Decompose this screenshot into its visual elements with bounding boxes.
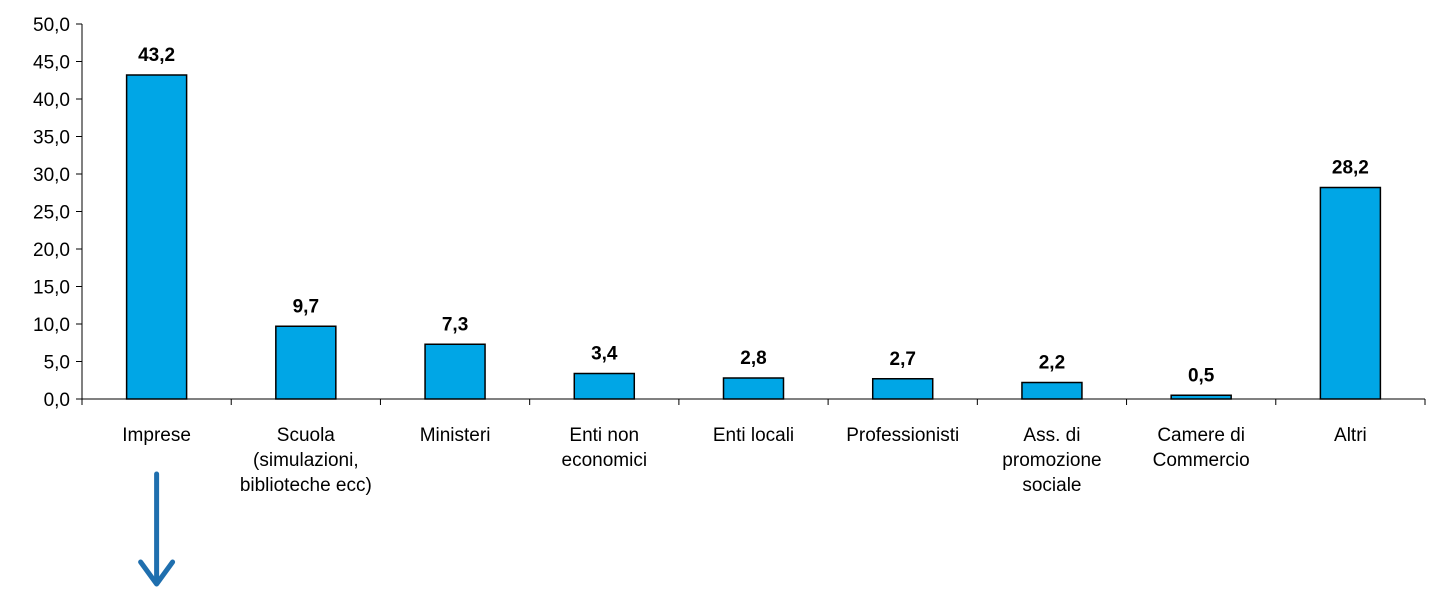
arrow-head bbox=[138, 559, 176, 587]
category-label: Enti non economici bbox=[562, 425, 648, 471]
category-label-line: (simulazioni, bbox=[253, 450, 359, 471]
bar bbox=[722, 377, 785, 400]
category-label: Scuola (simulazioni, biblioteche ecc) bbox=[240, 425, 372, 496]
category-label-line: sociale bbox=[1022, 475, 1081, 496]
category-label: Enti locali bbox=[713, 425, 794, 446]
y-tick-label: 20,0 bbox=[33, 240, 70, 261]
bar bbox=[1170, 394, 1232, 400]
category-label-line: Scuola bbox=[277, 425, 336, 446]
bar bbox=[424, 343, 486, 400]
y-tick-label: 30,0 bbox=[33, 165, 70, 186]
x-axis bbox=[81, 398, 1426, 405]
category-label-line: Imprese bbox=[122, 425, 191, 446]
bar bbox=[573, 372, 636, 400]
category-label-line: promozione bbox=[1002, 450, 1101, 471]
bar bbox=[1021, 381, 1083, 400]
y-tick-label: 50,0 bbox=[33, 15, 70, 36]
down-arrow-icon bbox=[138, 471, 176, 587]
category-label-line: Commercio bbox=[1153, 450, 1250, 471]
category-label: Camere di Commercio bbox=[1153, 425, 1250, 471]
y-tick-label: 40,0 bbox=[33, 90, 70, 111]
data-label: 0,5 bbox=[1188, 365, 1215, 386]
y-tick-label: 25,0 bbox=[33, 203, 70, 224]
category-label-line: biblioteche ecc) bbox=[240, 475, 372, 496]
category-label-line: Enti locali bbox=[713, 425, 794, 446]
bar bbox=[871, 378, 934, 400]
y-tick-label: 45,0 bbox=[33, 53, 70, 74]
category-label: Ministeri bbox=[420, 425, 491, 446]
data-labels: 43,2 9,7 7,3 3,4 2,8 2,7 2,2 0,5 28,2 bbox=[138, 45, 1369, 386]
data-label: 2,2 bbox=[1039, 353, 1065, 374]
bar bbox=[125, 74, 188, 400]
y-tick-label: 10,0 bbox=[33, 315, 70, 336]
category-label-line: Altri bbox=[1334, 425, 1367, 446]
data-label: 3,4 bbox=[591, 344, 618, 365]
category-label: Imprese bbox=[122, 425, 191, 446]
category-label: Ass. di promozione sociale bbox=[1002, 425, 1101, 496]
y-tick-label: 5,0 bbox=[44, 353, 70, 374]
category-label-line: Ministeri bbox=[420, 425, 491, 446]
y-tick-label: 35,0 bbox=[33, 128, 70, 149]
category-label-line: economici bbox=[562, 450, 648, 471]
data-label: 43,2 bbox=[138, 45, 175, 66]
bar bbox=[1319, 186, 1382, 400]
category-labels: Imprese Scuola (simulazioni, biblioteche ec… bbox=[122, 425, 1366, 496]
y-tick-label: 0,0 bbox=[44, 390, 70, 411]
data-label: 7,3 bbox=[442, 314, 468, 335]
data-label: 2,7 bbox=[890, 349, 916, 370]
y-tick-label: 15,0 bbox=[33, 278, 70, 299]
bar bbox=[275, 325, 337, 400]
y-axis: 0,0 5,0 10,0 15,0 20,0 25,0 30,0 35,0 40,0 45,0 50… bbox=[33, 15, 83, 411]
category-label: Altri bbox=[1334, 425, 1367, 446]
data-label: 9,7 bbox=[293, 296, 319, 317]
category-label-line: Enti non bbox=[569, 425, 639, 446]
category-label-line: Professionisti bbox=[846, 425, 959, 446]
data-label: 28,2 bbox=[1332, 158, 1369, 179]
category-label-line: Ass. di bbox=[1023, 425, 1080, 446]
data-label: 2,8 bbox=[740, 348, 766, 369]
bars bbox=[125, 74, 1382, 400]
category-label: Professionisti bbox=[846, 425, 959, 446]
category-label-line: Camere di bbox=[1157, 425, 1245, 446]
